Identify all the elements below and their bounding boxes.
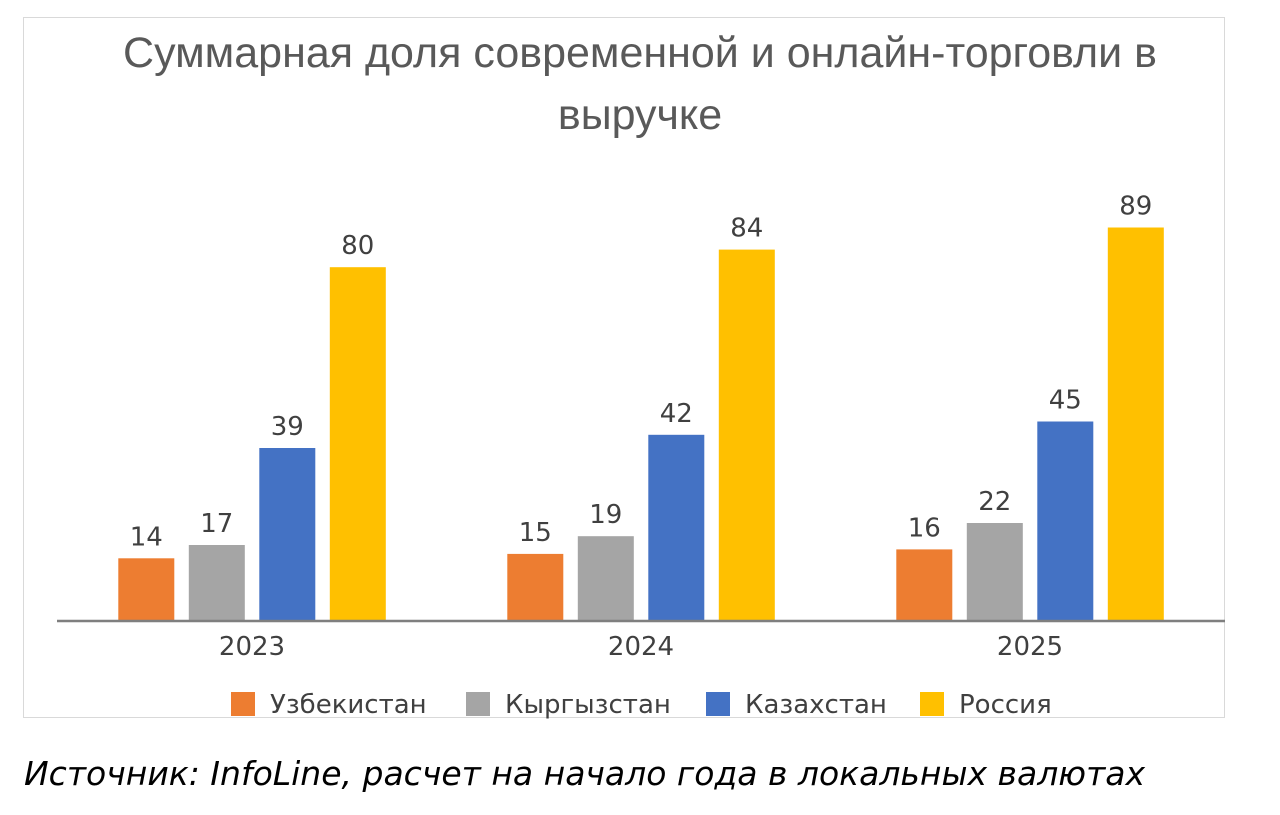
data-label-2024-4: 84 <box>730 214 763 244</box>
legend-swatch-2 <box>466 692 490 716</box>
data-label-2025-4: 89 <box>1119 192 1152 222</box>
legend-label-4: Россия <box>959 690 1052 720</box>
data-label-2023-1: 14 <box>130 522 163 552</box>
bar-2025-1 <box>896 549 953 620</box>
legend-label-3: Казахстан <box>745 690 887 720</box>
data-label-2025-1: 16 <box>908 513 941 543</box>
legend: Узбекистан Кыргызстан Казахстан Россия <box>231 690 1052 720</box>
bar-2025-3 <box>1037 421 1094 620</box>
x-tick-label-2023: 2023 <box>219 632 285 662</box>
bar-2024-2 <box>577 536 634 620</box>
bars <box>118 227 1164 621</box>
bar-2023-1 <box>118 558 175 620</box>
data-label-2025-3: 45 <box>1049 386 1082 416</box>
x-tick-label-2025: 2025 <box>997 632 1063 662</box>
bar-2024-3 <box>648 434 705 620</box>
data-label-2024-1: 15 <box>519 518 552 548</box>
legend-swatch-1 <box>231 692 255 716</box>
bar-2023-4 <box>329 267 386 620</box>
bar-2024-1 <box>507 553 564 621</box>
data-labels: 14 17 39 80 15 19 42 84 16 22 45 89 <box>130 192 1153 553</box>
data-label-2023-2: 17 <box>200 509 233 539</box>
legend-swatch-3 <box>706 692 730 716</box>
chart-title-line-2: выручке <box>558 91 722 139</box>
legend-swatch-4 <box>920 692 944 716</box>
data-label-2024-3: 42 <box>660 399 693 429</box>
bar-2024-4 <box>718 249 775 620</box>
x-tick-label-2024: 2024 <box>608 632 674 662</box>
bar-2023-2 <box>188 545 245 620</box>
chart-title-line-1: Суммарная доля современной и онлайн-торг… <box>123 29 1157 77</box>
legend-label-2: Кыргызстан <box>505 690 671 720</box>
bar-2025-2 <box>966 523 1023 620</box>
bar-chart: Суммарная доля современной и онлайн-торг… <box>57 29 1225 720</box>
x-tick-labels: 2023 2024 2025 <box>219 632 1063 662</box>
legend-label-1: Узбекистан <box>270 690 427 720</box>
chart-title: Суммарная доля современной и онлайн-торг… <box>123 29 1157 139</box>
bar-2025-4 <box>1107 227 1164 620</box>
bar-2023-3 <box>259 448 316 620</box>
data-label-2025-2: 22 <box>978 487 1011 517</box>
source-note: Источник: InfoLine, расчет на начало год… <box>24 754 1146 793</box>
data-label-2023-3: 39 <box>271 412 304 442</box>
data-label-2024-2: 19 <box>589 500 622 530</box>
data-label-2023-4: 80 <box>341 231 374 261</box>
